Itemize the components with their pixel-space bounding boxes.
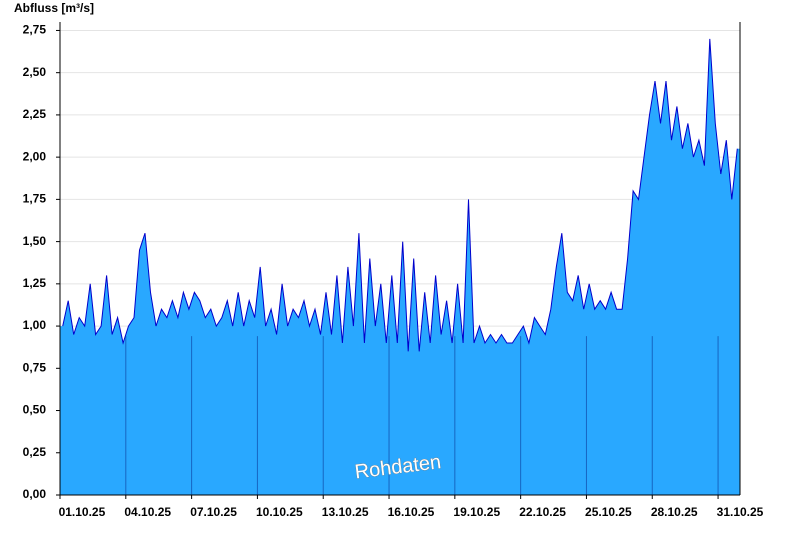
x-tick-label: 19.10.25 bbox=[453, 505, 500, 519]
area bbox=[60, 38, 740, 496]
y-tick-label: 0,50 bbox=[23, 403, 47, 417]
y-tick-label: 1,75 bbox=[23, 192, 47, 206]
line bbox=[62, 38, 738, 352]
x-tick-label: 10.10.25 bbox=[256, 505, 303, 519]
x-tick-label: 31.10.25 bbox=[717, 505, 764, 519]
x-tick-label: 04.10.25 bbox=[124, 505, 171, 519]
chart-title: Abfluss [m³/s] bbox=[14, 1, 94, 15]
y-tick-label: 2,50 bbox=[23, 65, 47, 79]
y-tick-label: 0,00 bbox=[23, 487, 47, 501]
y-tick-label: 2,00 bbox=[23, 149, 47, 163]
y-tick-label: 1,00 bbox=[23, 318, 47, 332]
x-tick-label: 01.10.25 bbox=[59, 505, 106, 519]
x-tick-label: 07.10.25 bbox=[190, 505, 237, 519]
y-tick-label: 1,50 bbox=[23, 234, 47, 248]
y-tick-label: 1,25 bbox=[23, 276, 47, 290]
y-tick-label: 0,75 bbox=[23, 360, 47, 374]
x-tick-label: 25.10.25 bbox=[585, 505, 632, 519]
x-tick-label: 28.10.25 bbox=[651, 505, 698, 519]
x-tick-label: 22.10.25 bbox=[519, 505, 566, 519]
x-tick-label: 16.10.25 bbox=[388, 505, 435, 519]
y-tick-label: 2,75 bbox=[23, 23, 47, 37]
y-tick-label: 0,25 bbox=[23, 445, 47, 459]
x-tick-label: 13.10.25 bbox=[322, 505, 369, 519]
y-tick-label: 2,25 bbox=[23, 107, 47, 121]
